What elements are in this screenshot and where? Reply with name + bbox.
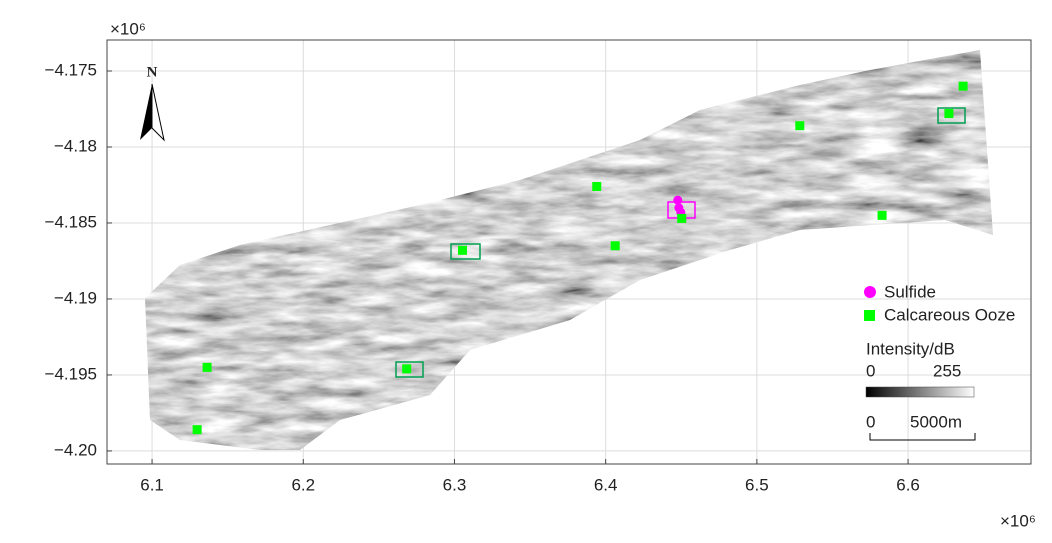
point <box>959 82 968 91</box>
north-arrow <box>140 84 152 140</box>
colorbar-min: 0 <box>866 361 875 380</box>
point <box>878 211 887 220</box>
point <box>402 364 411 373</box>
x-tick-label: 6.4 <box>594 475 618 494</box>
y-tick-label: −4.19 <box>54 288 97 307</box>
point <box>203 363 212 372</box>
point <box>795 121 804 130</box>
x-tick-label: 6.2 <box>291 475 315 494</box>
scalebar-end: 5000m <box>910 412 962 431</box>
x-multiplier: ×10⁶ <box>1000 511 1036 530</box>
x-tick-label: 6.6 <box>896 475 920 494</box>
x-tick-label: 6.3 <box>443 475 467 494</box>
colorbar-label: Intensity/dB <box>866 339 955 358</box>
scalebar <box>870 433 975 440</box>
colorbar-max: 255 <box>933 361 961 380</box>
colorbar <box>866 387 974 397</box>
point <box>673 196 682 205</box>
scalebar-start: 0 <box>866 412 875 431</box>
point <box>944 109 953 118</box>
y-tick-label: −4.18 <box>54 136 97 155</box>
y-tick-label: −4.185 <box>45 212 97 231</box>
legend-label: Calcareous Ooze <box>884 305 1015 324</box>
north-arrow <box>152 84 164 140</box>
x-tick-label: 6.1 <box>140 475 164 494</box>
point <box>458 246 467 255</box>
legend-label: Sulfide <box>884 282 936 301</box>
y-tick-label: −4.20 <box>54 440 97 459</box>
chart: N ×10⁶ ×10⁶ Sulfide Calcareous Ooze Inte… <box>0 0 1052 538</box>
y-tick-label: −4.175 <box>45 60 97 79</box>
point <box>677 214 686 223</box>
legend-swatch <box>864 310 875 321</box>
point <box>193 425 202 434</box>
y-multiplier: ×10⁶ <box>110 19 146 38</box>
point <box>611 241 620 250</box>
y-tick-label: −4.195 <box>45 364 97 383</box>
point <box>592 182 601 191</box>
x-tick-label: 6.5 <box>745 475 769 494</box>
legend-swatch <box>864 286 876 298</box>
north-label: N <box>147 64 158 80</box>
